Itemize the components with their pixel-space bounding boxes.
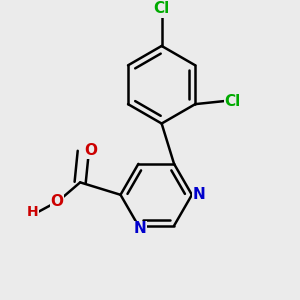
- Text: N: N: [192, 187, 205, 202]
- Text: Cl: Cl: [224, 94, 241, 109]
- Text: O: O: [85, 143, 98, 158]
- Text: Cl: Cl: [154, 1, 170, 16]
- Text: N: N: [134, 221, 146, 236]
- Text: O: O: [50, 194, 63, 209]
- Text: H: H: [27, 206, 38, 220]
